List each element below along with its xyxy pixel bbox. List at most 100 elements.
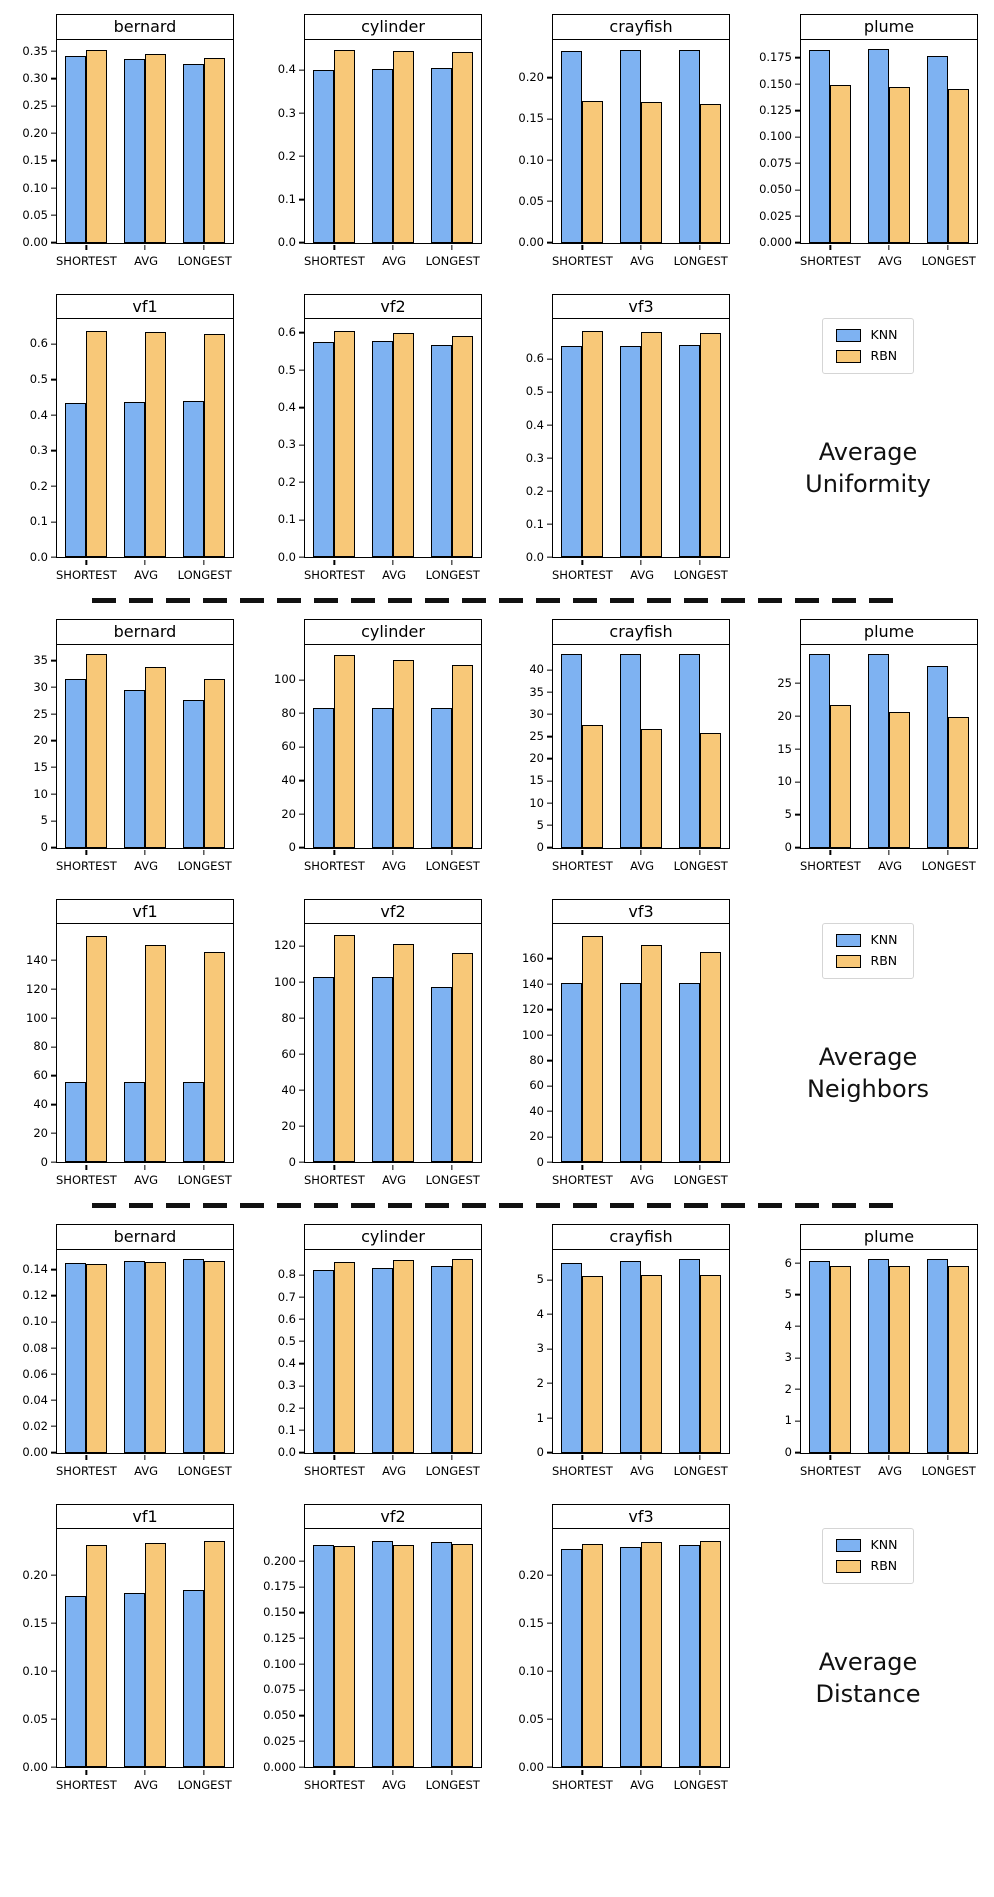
y-tick-mark (298, 746, 304, 748)
y-tick-mark (50, 187, 56, 189)
x-tick-mark (144, 1454, 146, 1460)
y-tick-mark (50, 414, 56, 416)
x-axis-labels: SHORTEST AVG LONGEST (552, 1778, 730, 1792)
bar-group-longest (670, 1529, 729, 1768)
y-tick-mark (50, 1161, 56, 1163)
y-tick-label: 0.8 (277, 1267, 296, 1282)
x-axis-labels: SHORTEST AVG LONGEST (56, 254, 234, 268)
legend-swatch-rbn (835, 954, 861, 968)
y-tick-mark (50, 1574, 56, 1576)
y-tick-label: 0.15 (518, 1615, 544, 1630)
y-tick-mark (794, 57, 800, 59)
figure-grid: bernard 0.00 0.05 0.10 0.15 0.20 0.25 0.3 0 0.3 5 S… (0, 14, 978, 1792)
y-tick-label: 60 (33, 1068, 48, 1083)
bar-group-longest (174, 1529, 233, 1768)
y-tick-label: 5 (784, 1286, 792, 1301)
y-tick-label: 0.04 (22, 1392, 48, 1407)
x-tick-mark (203, 1454, 205, 1460)
x-tick-label: AVG (630, 1778, 655, 1793)
bar-knn-avg (123, 690, 145, 848)
bar-group-longest (174, 645, 233, 848)
y-tick-label: 4 (784, 1318, 792, 1333)
chart-bernard: bernard 0.00 0.02 0.04 0.06 0.08 0.10 0.12 0.14 S… (0, 1223, 248, 1478)
x-tick-label: AVG (630, 568, 655, 583)
y-tick-label: 0.3 (277, 1378, 296, 1393)
bar-rbn-longest (203, 951, 225, 1163)
bar-knn-longest (678, 344, 700, 558)
y-tick-label: 20 (777, 708, 792, 723)
x-tick-label: LONGEST (673, 1463, 728, 1478)
bar-knn-shortest (65, 402, 87, 558)
legend-item-rbn: RBN (835, 954, 898, 968)
x-tick-label: LONGEST (177, 1173, 232, 1188)
bar-knn-shortest (313, 341, 335, 558)
y-tick-mark (298, 1689, 304, 1691)
x-tick-mark (699, 849, 701, 855)
bar-rbn-longest (451, 953, 473, 1163)
chart-cylinder: cylinder 0.0 0.1 0.2 0.3 0.4 SHORTEST AVG LONGES… (248, 14, 496, 268)
y-tick-mark (794, 189, 800, 191)
legend-label: KNN (870, 326, 898, 342)
y-tick-mark (546, 983, 552, 985)
chart-title: vf3 (552, 1503, 730, 1530)
bar-rbn-avg (392, 659, 414, 848)
bar-group-longest (422, 40, 481, 243)
bar-group-avg (364, 1529, 423, 1768)
x-tick-mark (392, 1769, 394, 1775)
x-tick-mark (640, 1769, 642, 1775)
bar-knn-longest (430, 1541, 452, 1768)
y-tick-mark (50, 659, 56, 662)
y-tick-label: 0.3 (29, 442, 48, 457)
chart-title: cylinder (304, 618, 482, 645)
y-tick-label: 0.4 (277, 62, 296, 77)
y-tick-label: 0.6 (277, 1311, 296, 1326)
y-tick-label: 40 (281, 772, 296, 787)
y-tick-mark (298, 1663, 304, 1665)
y-tick-mark (546, 1085, 552, 1087)
y-tick-label: 0.25 (22, 98, 48, 113)
x-tick-mark (699, 559, 701, 565)
bar-knn-longest (430, 345, 452, 558)
y-tick-label: 20 (529, 1129, 544, 1144)
y-tick-mark (50, 1451, 56, 1454)
bar-knn-avg (123, 401, 145, 558)
y-tick-label: 0 (40, 839, 48, 854)
y-tick-label: 0.4 (525, 417, 544, 432)
x-tick-mark (85, 245, 87, 250)
bar-rbn-shortest (334, 654, 356, 848)
y-tick-mark (298, 1429, 304, 1431)
y-tick-mark (546, 490, 552, 492)
chart-cylinder: cylinder 0 20 40 60 80 100 SHORTEST AVG LONGEST (248, 618, 496, 873)
chart-vf2: vf2 0.000 0.025 0.050 0.075 0.100 0.125 0.150 0.… (248, 1503, 496, 1792)
y-tick-mark (298, 519, 304, 521)
chart-title: bernard (56, 1223, 234, 1250)
bar-knn-shortest (65, 55, 87, 243)
x-tick-label: LONGEST (177, 253, 232, 268)
x-tick-label: SHORTEST (552, 858, 613, 873)
plot-area: 0.00 0.05 0.10 0.15 0.20 (518, 38, 730, 250)
y-tick-mark (50, 1718, 56, 1720)
x-tick-mark (947, 849, 949, 855)
bar-rbn-shortest (334, 330, 356, 558)
x-tick-label: AVG (878, 858, 903, 873)
x-axis-labels: SHORTEST AVG LONGEST (304, 1173, 482, 1187)
bar-rbn-longest (451, 335, 473, 558)
y-tick-mark (794, 242, 800, 244)
y-tick-mark (794, 846, 800, 849)
plot-area: 0.000 0.025 0.050 0.075 0.100 0.125 0.150 0.175… (263, 1528, 482, 1775)
y-tick-mark (298, 1612, 304, 1614)
bar-knn-avg (123, 1592, 145, 1768)
y-tick-mark (546, 758, 552, 760)
plot-area: 0 20 40 60 80 100 120 (274, 923, 482, 1170)
y-tick-mark (50, 820, 56, 822)
plot-area: 0.00 0.05 0.10 0.15 0.20 (22, 1528, 234, 1775)
bar-group-avg (364, 1250, 423, 1453)
y-tick-label: 100 (26, 1010, 48, 1025)
bar-knn-avg (867, 1259, 889, 1453)
x-tick-mark (144, 1164, 146, 1170)
bar-rbn-shortest (830, 705, 852, 848)
bar-rbn-avg (640, 1541, 662, 1768)
bar-group-avg (364, 40, 423, 243)
y-tick-label: 10 (529, 795, 544, 810)
x-tick-mark (144, 245, 146, 250)
